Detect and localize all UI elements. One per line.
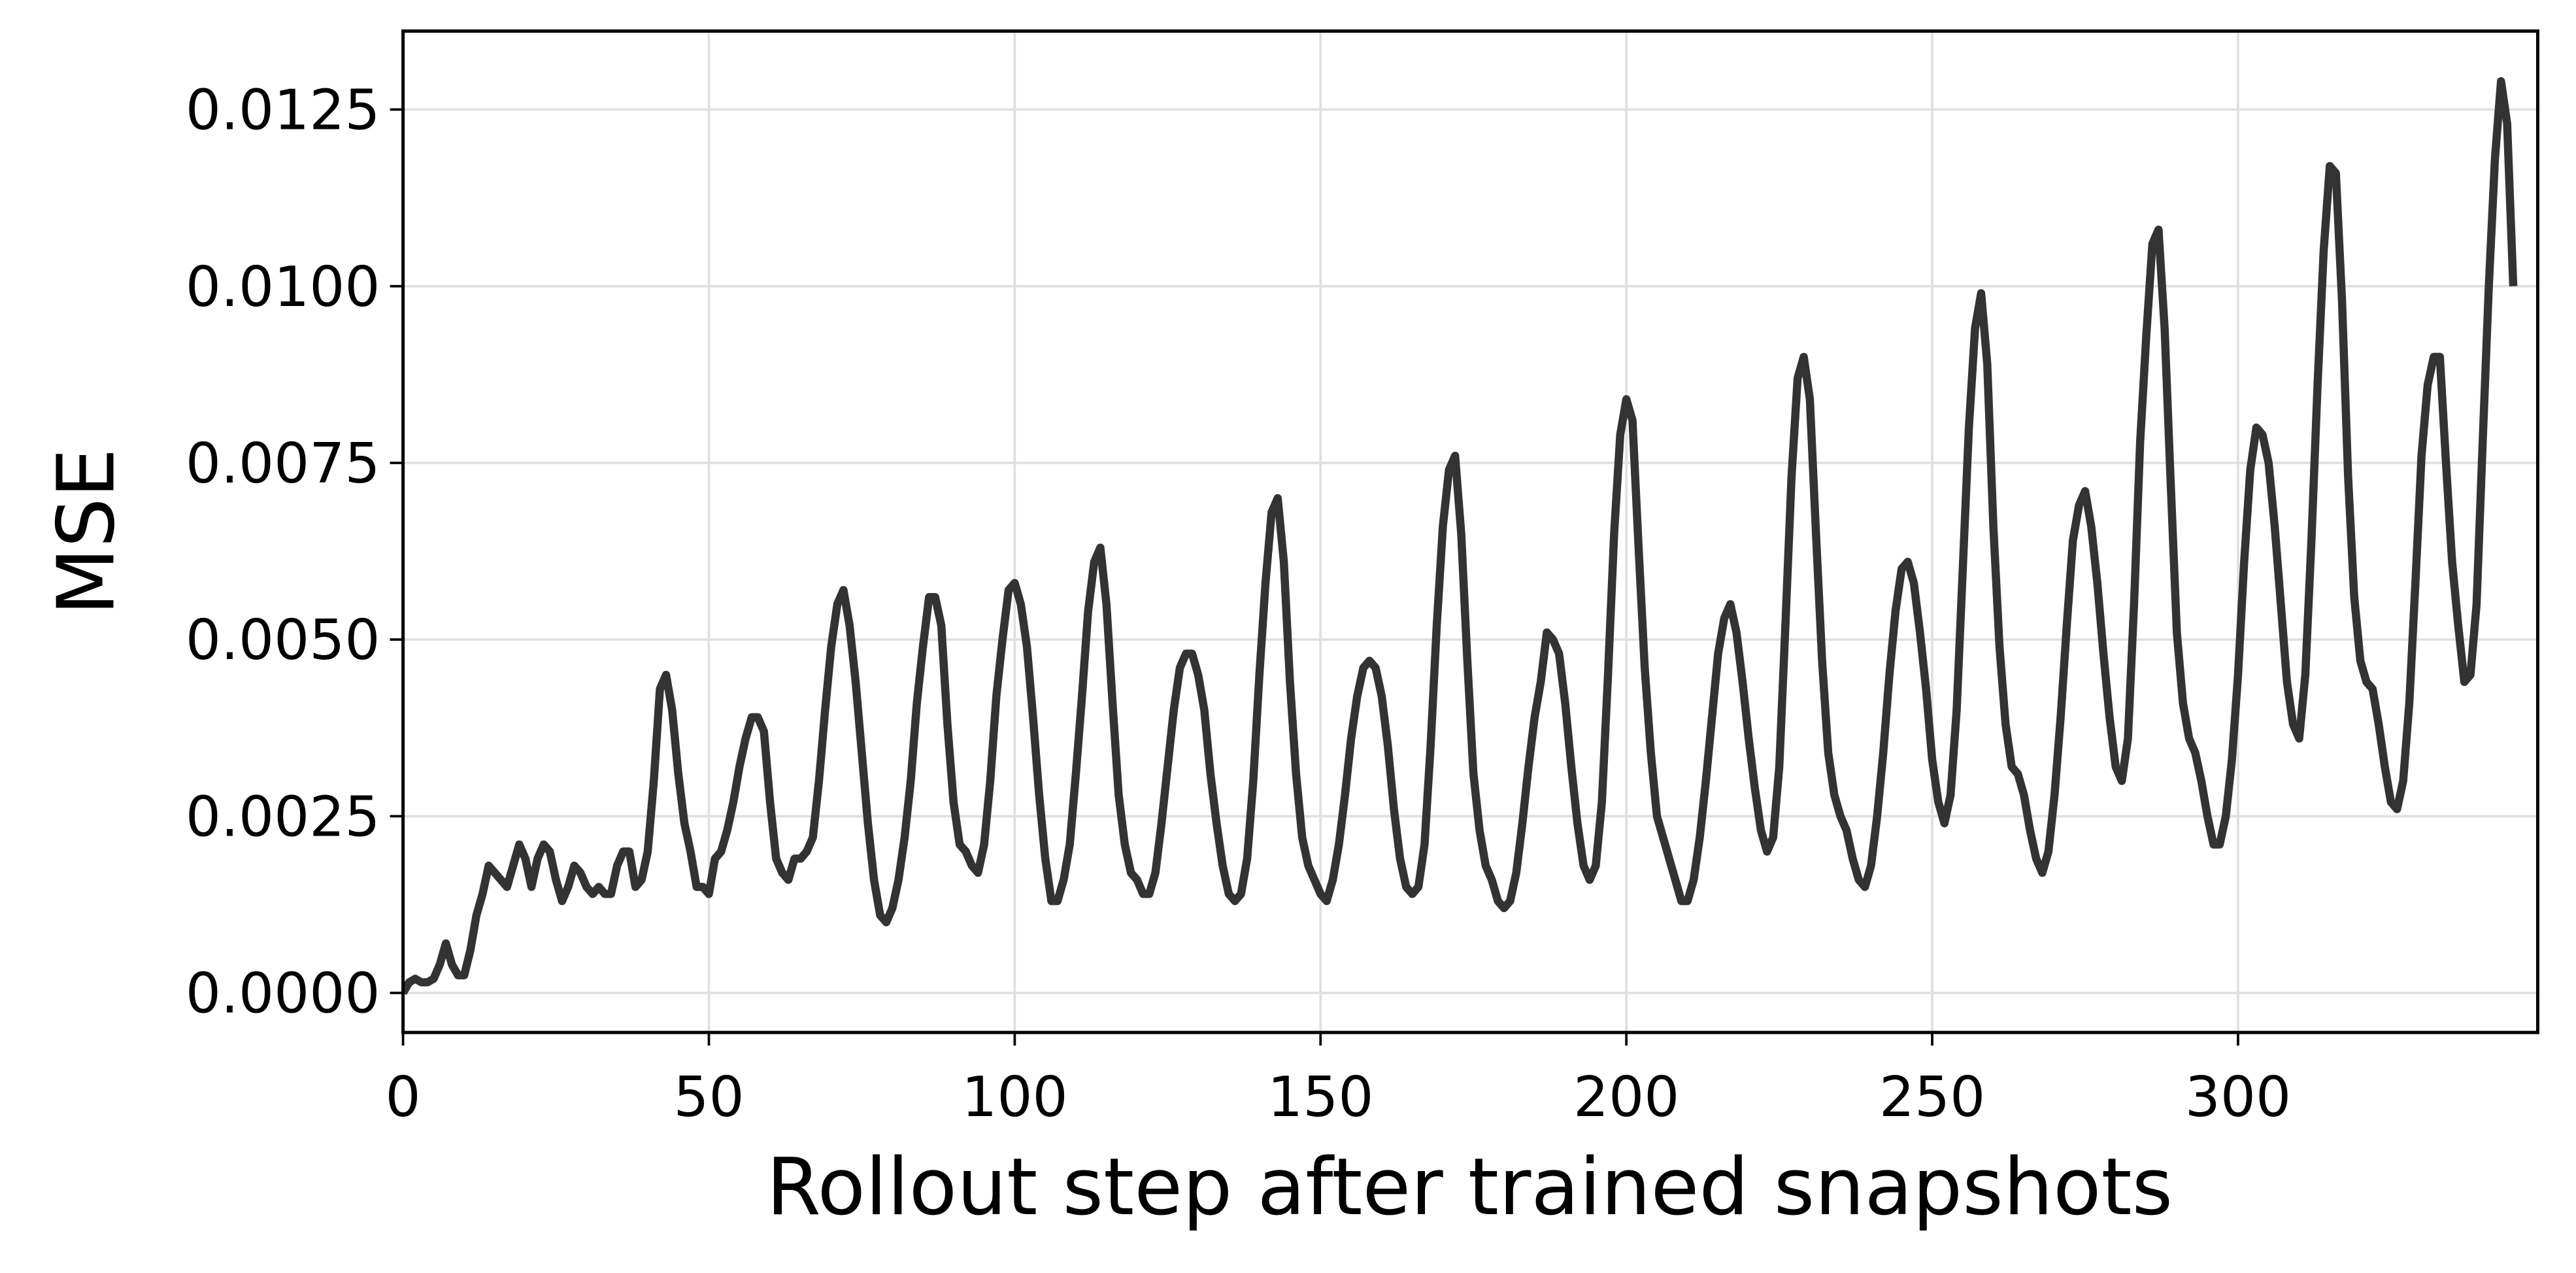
y-tick-label: 0.0100 [186,255,380,320]
x-tick-label: 300 [2185,1065,2291,1130]
y-tick-label: 0.0125 [186,78,380,143]
x-tick-label: 250 [1879,1065,1985,1130]
y-tick-label: 0.0000 [186,962,380,1027]
y-tick-label: 0.0075 [186,432,380,496]
x-tick-label: 200 [1573,1065,1679,1130]
plot-frame [401,29,2539,1034]
x-tick-label: 150 [1267,1065,1373,1130]
x-axis-label: Rollout step after trained snapshots [766,1142,2173,1233]
data-line [403,77,2518,995]
x-tick-label: 0 [386,1065,421,1130]
x-tick-label: 100 [962,1065,1067,1130]
y-tick-label: 0.0025 [186,785,380,849]
y-tick-label: 0.0050 [186,608,380,673]
x-tick-label: 50 [673,1065,744,1130]
y-axis-label: MSE [42,448,133,615]
